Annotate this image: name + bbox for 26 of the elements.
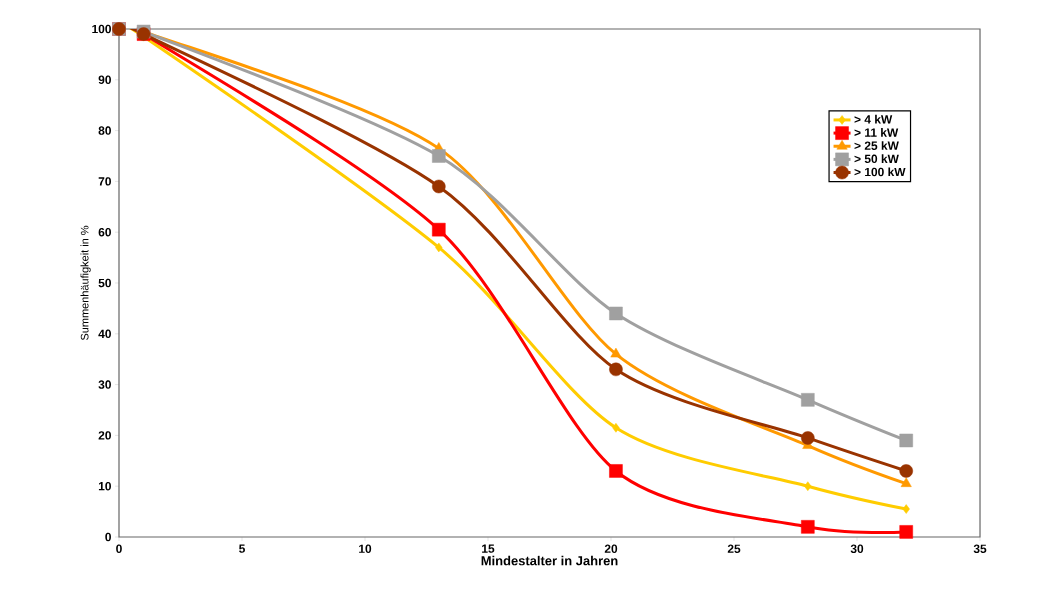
- y-tick-label: 30: [98, 380, 111, 389]
- y-axis-title: Summenhäufigkeit in %: [80, 225, 91, 341]
- x-tick-label: 20: [604, 544, 618, 553]
- y-tick-label: 0: [105, 532, 111, 542]
- y-tick-label: 10: [98, 481, 111, 491]
- x-tick-label: 0: [116, 544, 122, 553]
- x-tick-label: 30: [850, 544, 864, 554]
- x-tick-label: 35: [973, 544, 987, 554]
- x-tick-label: 25: [727, 544, 741, 553]
- y-tick-label: 100: [92, 24, 111, 34]
- legend-label: > 50 kW: [854, 154, 899, 164]
- y-tick-label: 40: [98, 329, 111, 339]
- x-tick-label: 10: [359, 544, 372, 553]
- y-tick-label: 50: [98, 278, 111, 288]
- legend-label: > 4 kW: [854, 114, 893, 124]
- x-tick-label: 5: [239, 544, 245, 553]
- x-tick-label: 15: [482, 544, 495, 553]
- y-tick-label: 60: [98, 227, 111, 237]
- y-tick-label: 90: [98, 75, 111, 85]
- y-tick-label: 70: [98, 177, 111, 186]
- legend-label: > 25 kW: [854, 141, 899, 150]
- y-tick-label: 20: [98, 431, 111, 440]
- legend-label: > 100 kW: [854, 167, 906, 177]
- y-tick-label: 80: [98, 126, 111, 135]
- legend-label: > 11 kW: [854, 128, 899, 137]
- x-axis-title: Mindestalter in Jahren: [481, 555, 618, 566]
